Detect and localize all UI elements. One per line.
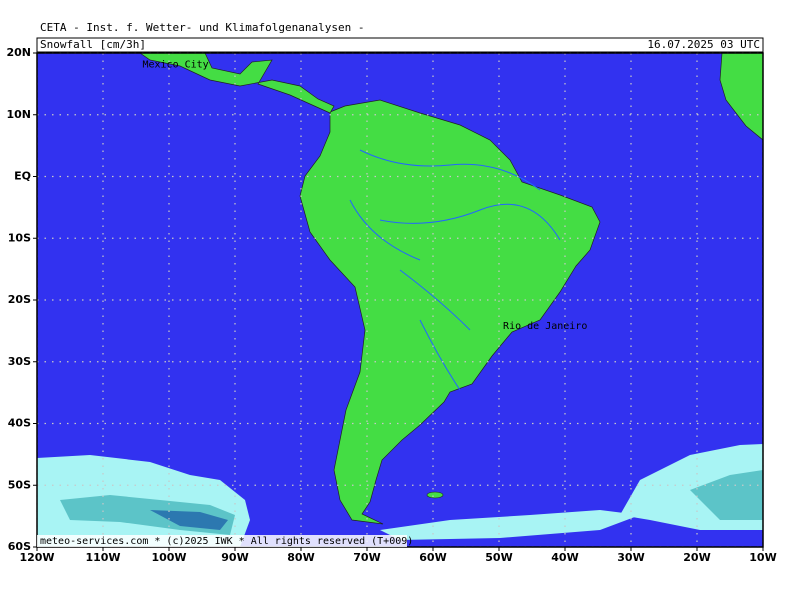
- lat-tick-label: 20N: [6, 46, 31, 59]
- lat-tick-label: 60S: [8, 540, 31, 553]
- south-america: [299, 99, 601, 525]
- city-label: Rio de Janeiro: [503, 321, 587, 332]
- lon-tick-label: 70W: [353, 551, 380, 564]
- lon-tick-label: 60W: [419, 551, 446, 564]
- lat-tick-label: 50S: [8, 478, 31, 491]
- field-name: Snowfall [cm/3h]: [40, 38, 146, 51]
- city-label: Mexico City: [142, 60, 208, 71]
- lon-tick-label: 80W: [287, 551, 314, 564]
- lat-tick-label: 40S: [8, 417, 31, 430]
- lon-tick-label: 10W: [749, 551, 776, 564]
- lon-tick-label: 50W: [485, 551, 512, 564]
- valid-time: 16.07.2025 03 UTC: [647, 38, 760, 51]
- footer-bg: [37, 535, 407, 547]
- lon-tick-label: 110W: [85, 551, 120, 564]
- snow-south-strip: [380, 510, 640, 540]
- header-bar: [36, 37, 764, 53]
- falklands: [426, 491, 444, 499]
- lon-tick-label: 100W: [151, 551, 186, 564]
- footer: meteo-services.com * (c)2025 IWK * All r…: [40, 536, 413, 547]
- central-america: [138, 52, 335, 114]
- snow-se-mid: [690, 470, 763, 520]
- lon-tick-label: 20W: [683, 551, 710, 564]
- snow-sw-dark: [150, 510, 228, 530]
- lon-tick-label: 40W: [551, 551, 578, 564]
- lon-tick-label: 120W: [19, 551, 54, 564]
- lat-tick-label: 20S: [8, 293, 31, 306]
- lat-tick-label: EQ: [14, 170, 31, 183]
- map-area: [36, 52, 764, 548]
- lon-tick-label: 30W: [617, 551, 644, 564]
- header-title: CETA - Inst. f. Wetter- und Klimafolgena…: [40, 21, 365, 34]
- lat-tick-label: 10N: [6, 108, 31, 121]
- lat-tick-label: 10S: [8, 231, 31, 244]
- lon-tick-label: 90W: [221, 551, 248, 564]
- lat-tick-label: 30S: [8, 355, 31, 368]
- rivers: [349, 149, 561, 391]
